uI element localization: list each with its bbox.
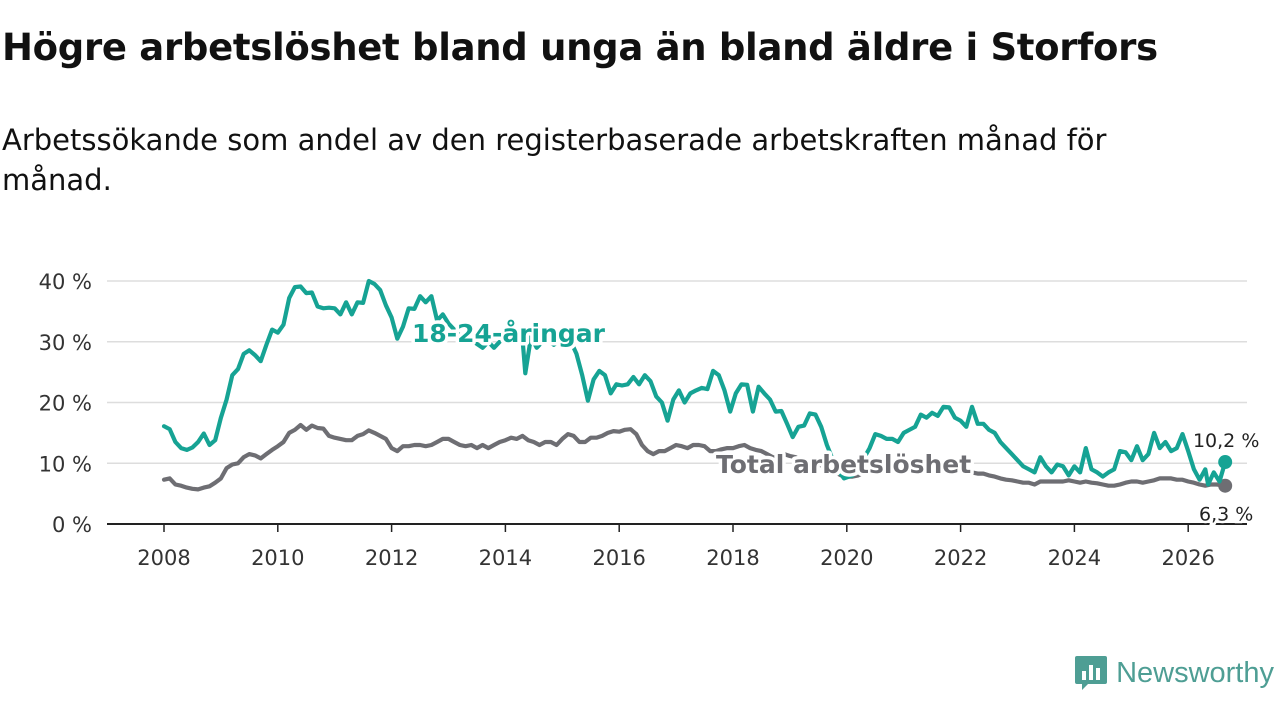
youth-series-line [161,278,1228,487]
newsworthy-logo-icon [1075,656,1108,690]
x-tick-label: 2012 [365,546,418,570]
total-series-label: Total arbetslöshet [716,450,971,479]
y-tick-label: 40 % [39,270,92,294]
x-tick-label: 2020 [820,546,873,570]
newsworthy-logo: Newsworthy [1074,654,1274,692]
y-tick-label: 20 % [39,392,92,416]
y-tick-label: 10 % [39,452,92,476]
y-tick-label: 0 % [52,513,92,537]
newsworthy-logo-text: Newsworthy [1116,656,1274,689]
chart-title: Högre arbetslöshet bland unga än bland ä… [2,26,1158,69]
x-tick-label: 2008 [137,546,190,570]
total-end-label: 6,3 % [1199,504,1253,526]
x-tick-label: 2010 [251,546,304,570]
y-axis: 0 % 10 % 20 % 30 % 40 % [39,270,92,537]
x-axis: 2008 2010 2012 2014 2016 2018 2020 2022 2024 2026 [107,523,1247,570]
x-tick-label: 2026 [1161,546,1214,570]
youth-series-label: 18-24-åringar [412,319,606,348]
series-labels: 18-24-åringar Total arbetslöshet 10,2 % 6,3… [409,316,1262,529]
x-tick-label: 2018 [706,546,759,570]
y-tick-label: 30 % [39,331,92,355]
x-tick-label: 2022 [934,546,987,570]
youth-end-label: 10,2 % [1193,430,1259,452]
x-tick-label: 2016 [592,546,645,570]
grid-lines [107,280,1247,464]
total-series-line [161,422,1228,492]
chart-subtitle: Arbetssökande som andel av den registerb… [2,123,1107,197]
x-tick-label: 2024 [1048,546,1101,570]
x-tick-label: 2014 [479,546,532,570]
total-end-point [1218,478,1233,493]
youth-end-point [1218,455,1233,470]
series-lines [161,278,1233,493]
